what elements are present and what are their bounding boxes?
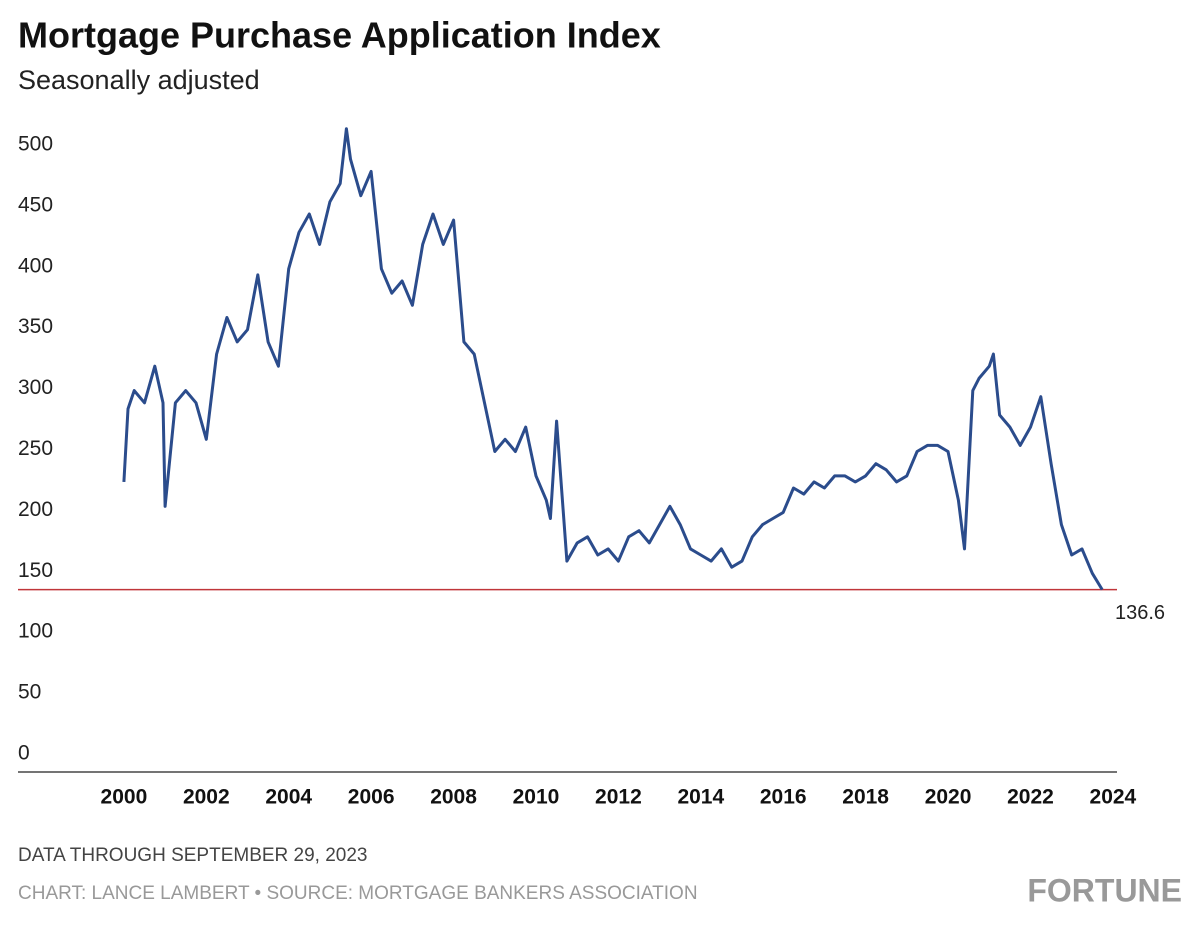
x-tick-label: 2000 <box>101 786 148 809</box>
y-tick-label: 100 <box>18 620 53 643</box>
x-tick-label: 2002 <box>183 786 230 809</box>
x-tick-label: 2004 <box>265 786 312 809</box>
x-tick-label: 2014 <box>677 786 724 809</box>
y-tick-label: 500 <box>18 133 53 156</box>
data-line <box>122 127 1104 591</box>
x-tick-label: 2008 <box>430 786 477 809</box>
y-tick-label: 300 <box>18 376 53 399</box>
chart-title: Mortgage Purchase Application Index <box>18 15 661 56</box>
chart-subtitle: Seasonally adjusted <box>18 65 260 95</box>
x-tick-label: 2022 <box>1007 786 1054 809</box>
x-tick-label: 2010 <box>513 786 560 809</box>
note: DATA THROUGH SEPTEMBER 29, 2023 <box>18 845 368 866</box>
y-tick-label: 0 <box>18 742 30 765</box>
y-tick-label: 200 <box>18 498 53 521</box>
x-tick-label: 2006 <box>348 786 395 809</box>
x-tick-label: 2018 <box>842 786 889 809</box>
reference-label: 136.6 <box>1115 602 1165 624</box>
y-tick-label: 150 <box>18 559 53 582</box>
x-tick-label: 2020 <box>925 786 972 809</box>
x-tick-label: 2012 <box>595 786 642 809</box>
brand-logo: FORTUNE <box>1027 872 1182 908</box>
y-tick-label: 400 <box>18 254 53 277</box>
y-tick-label: 250 <box>18 437 53 460</box>
x-tick-label: 2016 <box>760 786 807 809</box>
y-tick-label: 450 <box>18 193 53 216</box>
y-tick-label: 350 <box>18 315 53 338</box>
y-tick-label: 50 <box>18 681 41 704</box>
source: CHART: LANCE LAMBERT • SOURCE: MORTGAGE … <box>18 883 698 904</box>
x-tick-label: 2024 <box>1090 786 1137 809</box>
